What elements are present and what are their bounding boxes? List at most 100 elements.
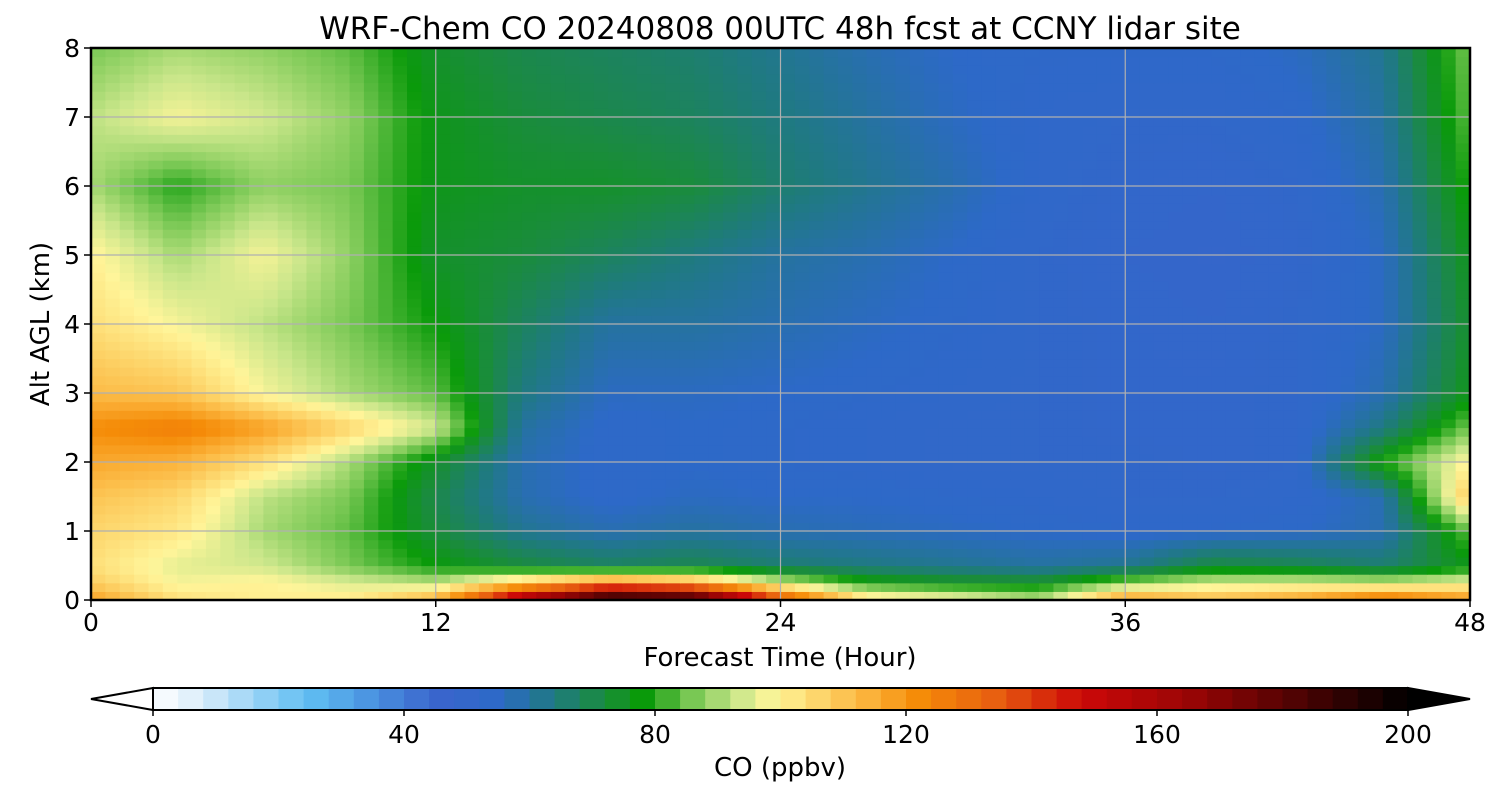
heatmap-cell [1110,591,1126,601]
heatmap-cell [1441,401,1457,411]
heatmap-cell [679,168,695,178]
heatmap-cell [450,375,466,385]
heatmap-cell [349,177,365,187]
heatmap-cell [292,332,308,342]
heatmap-cell [1383,410,1399,420]
heatmap-cell [1441,349,1457,360]
heatmap-cell [852,418,868,429]
heatmap-cell [292,367,308,377]
heatmap-cell [1039,246,1055,256]
heatmap-cell [1067,393,1083,403]
heatmap-cell [507,539,523,549]
heatmap-cell [536,453,552,463]
heatmap-cell [1197,255,1213,265]
heatmap-cell [995,151,1011,161]
heatmap-cell [119,582,135,592]
heatmap-cell [1340,556,1356,567]
heatmap-cell [636,220,652,230]
heatmap-cell [1355,151,1371,161]
heatmap-cell [608,263,624,273]
heatmap-cell [349,539,365,549]
heatmap-cell [881,393,897,403]
heatmap-cell [565,539,580,549]
heatmap-cell [292,229,308,239]
heatmap-cell [622,548,638,558]
heatmap-cell [1297,401,1313,411]
heatmap-cell [723,556,738,567]
heatmap-cell [421,298,437,308]
heatmap-cell [981,160,997,170]
heatmap-cell [134,401,150,411]
heatmap-cell [1211,539,1227,549]
heatmap-cell [1355,160,1371,170]
heatmap-cell [981,531,997,541]
heatmap-cell [1455,358,1471,368]
heatmap-cell [593,186,609,196]
heatmap-cell [148,496,164,506]
heatmap-cell [1297,289,1313,299]
heatmap-cell [1225,263,1241,273]
heatmap-cell [766,574,782,584]
heatmap-cell [493,246,509,256]
heatmap-cell [177,237,193,247]
heatmap-cell [378,591,394,601]
heatmap-cell [263,522,279,532]
heatmap-cell [938,375,954,385]
heatmap-cell [1426,186,1442,196]
heatmap-cell [249,367,264,377]
heatmap-cell [205,393,221,403]
heatmap-cell [234,177,250,187]
heatmap-cell [579,565,595,575]
heatmap-cell [1355,186,1371,196]
heatmap-cell [608,203,624,213]
heatmap-cell [837,186,853,196]
heatmap-cell [1412,298,1428,308]
heatmap-cell [593,539,609,549]
heatmap-cell [608,255,624,265]
heatmap-cell [105,186,121,196]
heatmap-cell [809,393,825,403]
heatmap-cell [952,522,968,532]
heatmap-cell [737,436,753,446]
heatmap-cell [1096,341,1112,351]
heatmap-cell [967,237,983,247]
heatmap-cell [995,211,1011,222]
heatmap-cell [665,522,681,532]
heatmap-cell [622,280,638,291]
heatmap-cell [1139,186,1155,196]
heatmap-cell [335,177,351,187]
heatmap-cell [1039,548,1055,558]
heatmap-cell [1240,151,1256,161]
heatmap-cell [1398,487,1414,498]
heatmap-cell [493,531,509,541]
heatmap-cell [134,367,150,377]
heatmap-cell [1297,280,1313,291]
heatmap-cell [1311,367,1327,377]
heatmap-cell [579,505,595,515]
heatmap-cell [1168,194,1184,204]
heatmap-cell [866,324,882,334]
heatmap-cell [622,229,638,239]
heatmap-cell [1311,324,1327,334]
heatmap-cell [464,539,480,549]
heatmap-cell [392,470,408,480]
heatmap-cell [967,427,983,437]
heatmap-cell [1182,186,1198,196]
heatmap-cell [967,384,983,394]
heatmap-cell [1268,246,1284,256]
heatmap-cell [162,505,178,515]
heatmap-cell [679,246,695,256]
heatmap-cell [263,513,279,523]
heatmap-cell [665,151,681,161]
heatmap-cell [234,298,250,308]
heatmap-cell [723,444,738,454]
heatmap-cell [995,479,1011,489]
heatmap-cell [320,470,336,480]
heatmap-cell [378,263,394,273]
heatmap-cell [1010,358,1026,368]
heatmap-cell [234,522,250,532]
heatmap-cell [737,289,753,299]
heatmap-cell [435,410,451,420]
heatmap-cell [823,332,839,342]
heatmap-cell [909,315,925,325]
